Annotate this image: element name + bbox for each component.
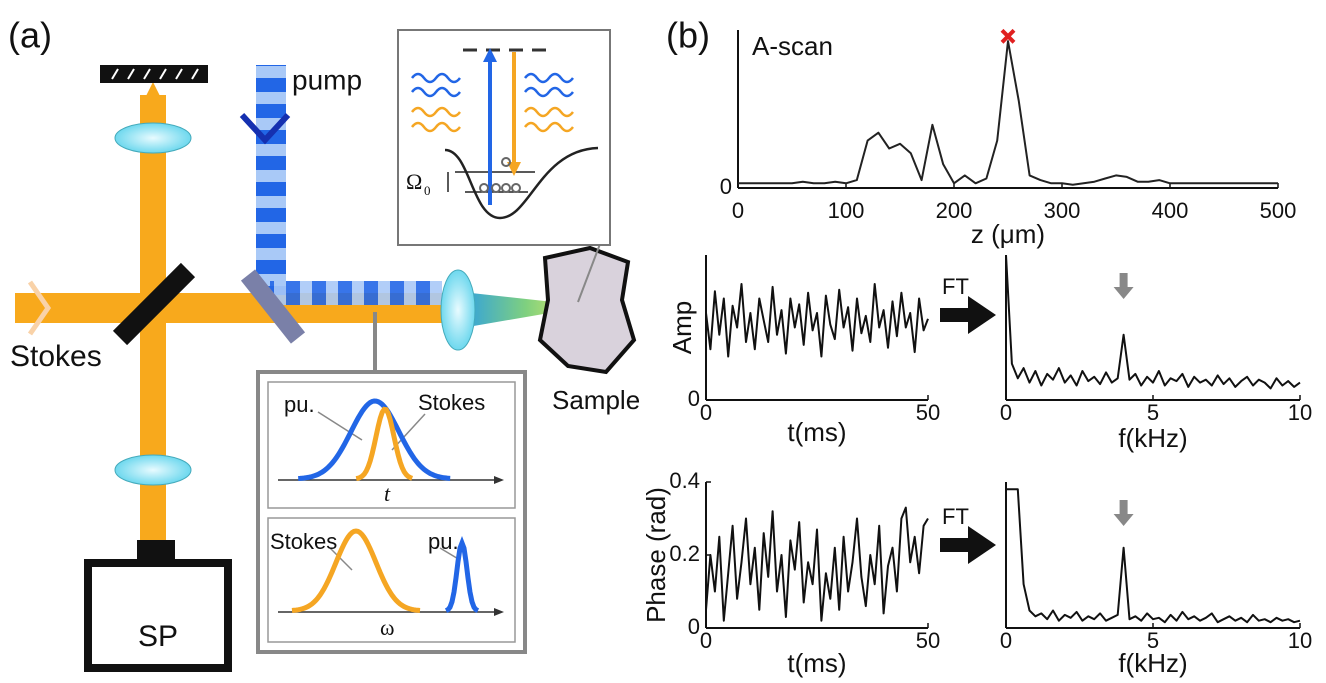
ft-label: FT: [942, 274, 969, 299]
y-tick-label: 0: [688, 386, 700, 411]
sp-label: SP: [138, 620, 178, 653]
pulse-shape: [298, 398, 451, 481]
chart-title: A-scan: [752, 31, 833, 61]
data-line: [705, 506, 929, 622]
pulse-shape: [444, 536, 480, 613]
optics: [15, 65, 637, 672]
x-tick-label: 0: [1000, 400, 1012, 425]
inset-stokes-label: Stokes: [418, 390, 485, 415]
omega-label: Ω: [406, 169, 422, 194]
x-tick-label: 100: [828, 198, 865, 223]
data-line: [738, 40, 1278, 186]
pump-label: pump: [292, 64, 362, 95]
inset-axis-label: ω: [380, 615, 394, 640]
pulse-shape: [291, 528, 421, 613]
y-tick-label: 0: [720, 174, 732, 199]
y-tick-label: 0.2: [669, 541, 700, 566]
x-tick-label: 10: [1288, 628, 1312, 653]
x-tick-label: 500: [1260, 198, 1297, 223]
inset-pump-label: pu.: [284, 392, 315, 417]
x-tick-label: 300: [1044, 198, 1081, 223]
x-tick-label: 400: [1152, 198, 1189, 223]
x-axis-label: t(ms): [787, 417, 846, 447]
x-tick-label: 5: [1147, 400, 1159, 425]
data-line: [705, 283, 929, 358]
sample-label: Sample: [552, 385, 640, 415]
ft-label: FT: [942, 504, 969, 529]
data-line: [1006, 488, 1301, 624]
x-axis-label: t(ms): [787, 648, 846, 678]
annotation-arrow: [1113, 500, 1134, 526]
x-tick-label: 0: [700, 400, 712, 425]
ft-arrows: [940, 296, 996, 564]
inset-pump-label: pu.: [428, 529, 459, 554]
pulse-shape: [355, 406, 414, 482]
x-axis-label: z (μm): [971, 219, 1045, 249]
inset-stokes-label: Stokes: [270, 529, 337, 554]
y-tick-label: 0: [688, 614, 700, 639]
data-line: [1005, 254, 1301, 390]
pulse-inset: [256, 370, 527, 654]
x-tick-label: 200: [936, 198, 973, 223]
x-tick-label: 10: [1288, 400, 1312, 425]
stokes-label: Stokes: [10, 340, 102, 373]
omega-subscript: 0: [424, 183, 431, 198]
y-axis-label: Phase (rad): [641, 487, 671, 623]
x-tick-label: 5: [1147, 628, 1159, 653]
x-tick-label: 0: [1000, 628, 1012, 653]
peak-marker: [1000, 28, 1016, 44]
y-axis-label: Amp: [667, 301, 697, 354]
inset-axis-label: t: [384, 481, 391, 506]
x-tick-label: 0: [732, 198, 744, 223]
x-axis-label: f(kHz): [1118, 648, 1187, 678]
x-tick-label: 0: [700, 628, 712, 653]
energy-inset: [397, 29, 611, 246]
panel-label: (a): [8, 15, 52, 56]
x-tick-label: 50: [916, 400, 940, 425]
annotation-arrow: [1113, 273, 1134, 299]
panel-label: (b): [666, 15, 710, 56]
x-tick-label: 50: [916, 628, 940, 653]
x-axis-label: f(kHz): [1118, 423, 1187, 453]
y-tick-label: 0.4: [669, 468, 700, 493]
